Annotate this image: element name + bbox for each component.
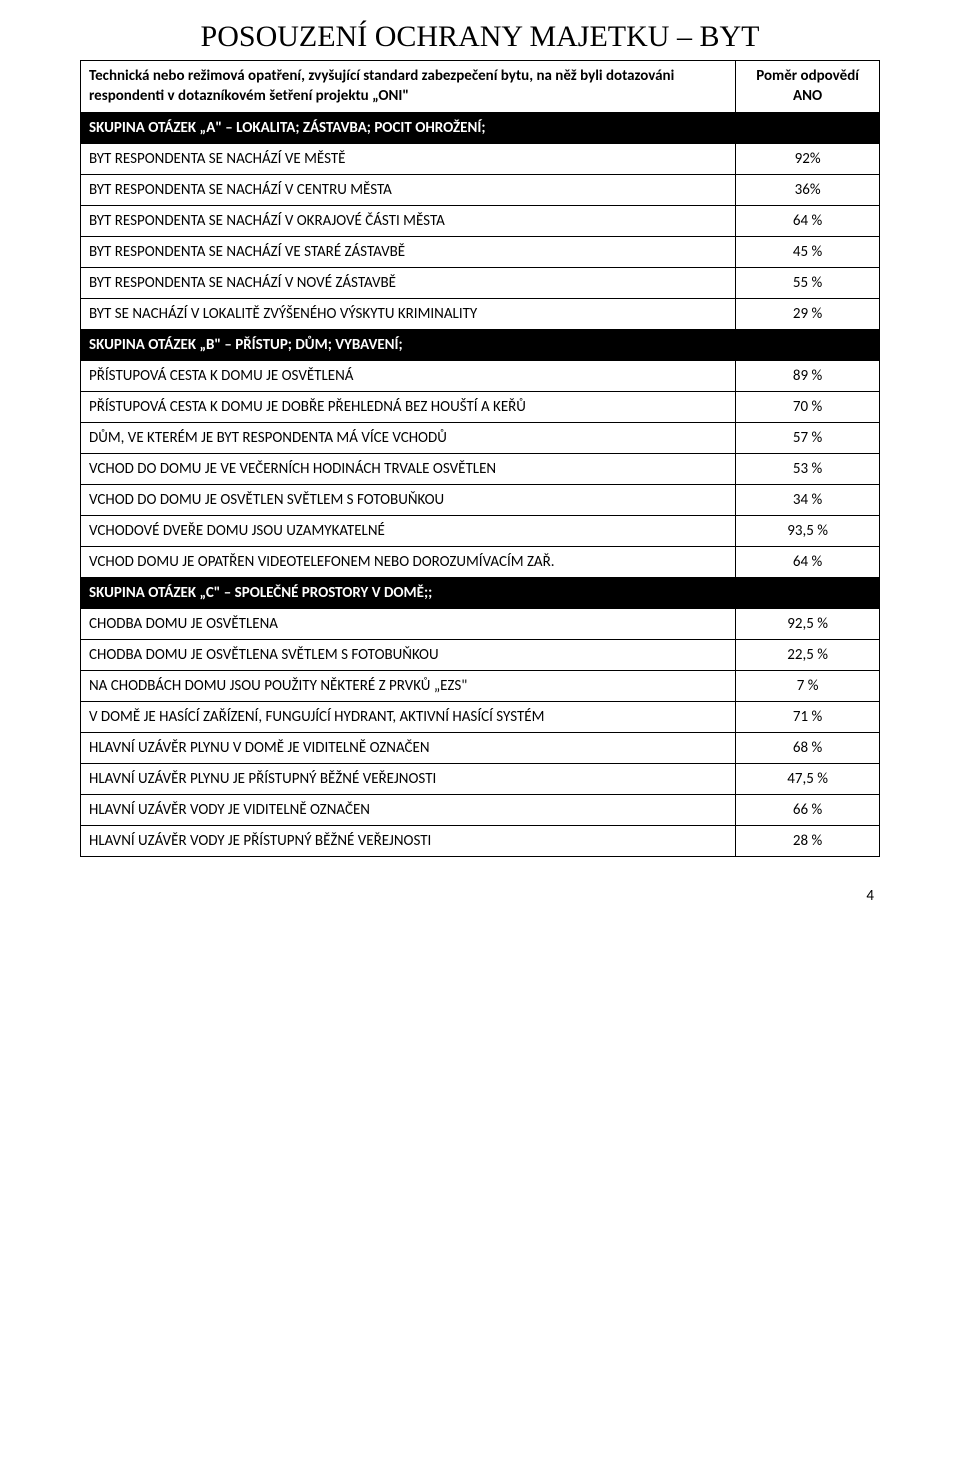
table-row: HLAVNÍ UZÁVĚR VODY JE VIDITELNĚ OZNAČEN6… <box>81 795 880 826</box>
section-a-header: SKUPINA OTÁZEK „A" – LOKALITA; ZÁSTAVBA;… <box>81 113 880 144</box>
row-value: 93,5 % <box>736 516 880 547</box>
row-label: BYT RESPONDENTA SE NACHÁZÍ V OKRAJOVÉ ČÁ… <box>81 206 736 237</box>
table-row: VCHOD DO DOMU JE OSVĚTLEN SVĚTLEM S FOTO… <box>81 485 880 516</box>
section-a-title: SKUPINA OTÁZEK „A" – LOKALITA; ZÁSTAVBA;… <box>81 113 880 144</box>
row-value: 66 % <box>736 795 880 826</box>
row-label: DŮM, VE KTERÉM JE BYT RESPONDENTA MÁ VÍC… <box>81 423 736 454</box>
row-value: 70 % <box>736 392 880 423</box>
row-label: PŘÍSTUPOVÁ CESTA K DOMU JE OSVĚTLENÁ <box>81 361 736 392</box>
row-value: 64 % <box>736 547 880 578</box>
row-label: CHODBA DOMU JE OSVĚTLENA SVĚTLEM S FOTOB… <box>81 640 736 671</box>
table-row: NA CHODBÁCH DOMU JSOU POUŽITY NĚKTERÉ Z … <box>81 671 880 702</box>
section-c-title: SKUPINA OTÁZEK „C" – SPOLEČNÉ PROSTORY V… <box>81 578 880 609</box>
row-label: CHODBA DOMU JE OSVĚTLENA <box>81 609 736 640</box>
header-left: Technická nebo režimová opatření, zvyšuj… <box>81 61 736 113</box>
table-row: PŘÍSTUPOVÁ CESTA K DOMU JE OSVĚTLENÁ89 % <box>81 361 880 392</box>
assessment-table: Technická nebo režimová opatření, zvyšuj… <box>80 60 880 857</box>
table-header-row: Technická nebo režimová opatření, zvyšuj… <box>81 61 880 113</box>
row-value: 7 % <box>736 671 880 702</box>
row-label: VCHOD DO DOMU JE VE VEČERNÍCH HODINÁCH T… <box>81 454 736 485</box>
row-label: HLAVNÍ UZÁVĚR VODY JE PŘÍSTUPNÝ BĚŽNÉ VE… <box>81 826 736 857</box>
row-label: V DOMĚ JE HASÍCÍ ZAŘÍZENÍ, FUNGUJÍCÍ HYD… <box>81 702 736 733</box>
row-value: 36% <box>736 175 880 206</box>
row-value: 57 % <box>736 423 880 454</box>
row-label: BYT RESPONDENTA SE NACHÁZÍ V NOVÉ ZÁSTAV… <box>81 268 736 299</box>
row-value: 89 % <box>736 361 880 392</box>
row-label: VCHODOVÉ DVEŘE DOMU JSOU UZAMYKATELNÉ <box>81 516 736 547</box>
page-container: POSOUZENÍ OCHRANY MAJETKU – BYT Technick… <box>0 0 960 935</box>
row-label: BYT SE NACHÁZÍ V LOKALITĚ ZVÝŠENÉHO VÝSK… <box>81 299 736 330</box>
row-value: 29 % <box>736 299 880 330</box>
table-row: BYT RESPONDENTA SE NACHÁZÍ VE STARÉ ZÁST… <box>81 237 880 268</box>
row-label: HLAVNÍ UZÁVĚR VODY JE VIDITELNĚ OZNAČEN <box>81 795 736 826</box>
row-value: 68 % <box>736 733 880 764</box>
table-row: VCHODOVÉ DVEŘE DOMU JSOU UZAMYKATELNÉ93,… <box>81 516 880 547</box>
table-row: V DOMĚ JE HASÍCÍ ZAŘÍZENÍ, FUNGUJÍCÍ HYD… <box>81 702 880 733</box>
row-value: 28 % <box>736 826 880 857</box>
row-value: 71 % <box>736 702 880 733</box>
row-value: 92,5 % <box>736 609 880 640</box>
table-row: BYT RESPONDENTA SE NACHÁZÍ V OKRAJOVÉ ČÁ… <box>81 206 880 237</box>
table-row: BYT SE NACHÁZÍ V LOKALITĚ ZVÝŠENÉHO VÝSK… <box>81 299 880 330</box>
table-row: BYT RESPONDENTA SE NACHÁZÍ V NOVÉ ZÁSTAV… <box>81 268 880 299</box>
row-value: 47,5 % <box>736 764 880 795</box>
row-label: BYT RESPONDENTA SE NACHÁZÍ VE MĚSTĚ <box>81 144 736 175</box>
row-label: VCHOD DOMU JE OPATŘEN VIDEOTELEFONEM NEB… <box>81 547 736 578</box>
row-value: 53 % <box>736 454 880 485</box>
table-row: VCHOD DO DOMU JE VE VEČERNÍCH HODINÁCH T… <box>81 454 880 485</box>
page-title: POSOUZENÍ OCHRANY MAJETKU – BYT <box>80 20 880 54</box>
row-label: NA CHODBÁCH DOMU JSOU POUŽITY NĚKTERÉ Z … <box>81 671 736 702</box>
row-label: BYT RESPONDENTA SE NACHÁZÍ V CENTRU MĚST… <box>81 175 736 206</box>
row-label: PŘÍSTUPOVÁ CESTA K DOMU JE DOBŘE PŘEHLED… <box>81 392 736 423</box>
table-row: CHODBA DOMU JE OSVĚTLENA SVĚTLEM S FOTOB… <box>81 640 880 671</box>
row-value: 55 % <box>736 268 880 299</box>
row-value: 22,5 % <box>736 640 880 671</box>
table-row: BYT RESPONDENTA SE NACHÁZÍ V CENTRU MĚST… <box>81 175 880 206</box>
row-label: HLAVNÍ UZÁVĚR PLYNU V DOMĚ JE VIDITELNĚ … <box>81 733 736 764</box>
table-row: HLAVNÍ UZÁVĚR PLYNU JE PŘÍSTUPNÝ BĚŽNÉ V… <box>81 764 880 795</box>
row-label: HLAVNÍ UZÁVĚR PLYNU JE PŘÍSTUPNÝ BĚŽNÉ V… <box>81 764 736 795</box>
table-row: BYT RESPONDENTA SE NACHÁZÍ VE MĚSTĚ92% <box>81 144 880 175</box>
table-row: PŘÍSTUPOVÁ CESTA K DOMU JE DOBŘE PŘEHLED… <box>81 392 880 423</box>
row-value: 34 % <box>736 485 880 516</box>
page-number: 4 <box>80 887 880 905</box>
header-right: Poměr odpovědí ANO <box>736 61 880 113</box>
section-c-header: SKUPINA OTÁZEK „C" – SPOLEČNÉ PROSTORY V… <box>81 578 880 609</box>
row-label: BYT RESPONDENTA SE NACHÁZÍ VE STARÉ ZÁST… <box>81 237 736 268</box>
table-row: CHODBA DOMU JE OSVĚTLENA92,5 % <box>81 609 880 640</box>
row-value: 64 % <box>736 206 880 237</box>
section-b-header: SKUPINA OTÁZEK „B" – PŘÍSTUP; DŮM; VYBAV… <box>81 330 880 361</box>
row-value: 92% <box>736 144 880 175</box>
table-row: HLAVNÍ UZÁVĚR VODY JE PŘÍSTUPNÝ BĚŽNÉ VE… <box>81 826 880 857</box>
section-b-title: SKUPINA OTÁZEK „B" – PŘÍSTUP; DŮM; VYBAV… <box>81 330 880 361</box>
table-row: DŮM, VE KTERÉM JE BYT RESPONDENTA MÁ VÍC… <box>81 423 880 454</box>
row-value: 45 % <box>736 237 880 268</box>
table-row: VCHOD DOMU JE OPATŘEN VIDEOTELEFONEM NEB… <box>81 547 880 578</box>
row-label: VCHOD DO DOMU JE OSVĚTLEN SVĚTLEM S FOTO… <box>81 485 736 516</box>
table-row: HLAVNÍ UZÁVĚR PLYNU V DOMĚ JE VIDITELNĚ … <box>81 733 880 764</box>
